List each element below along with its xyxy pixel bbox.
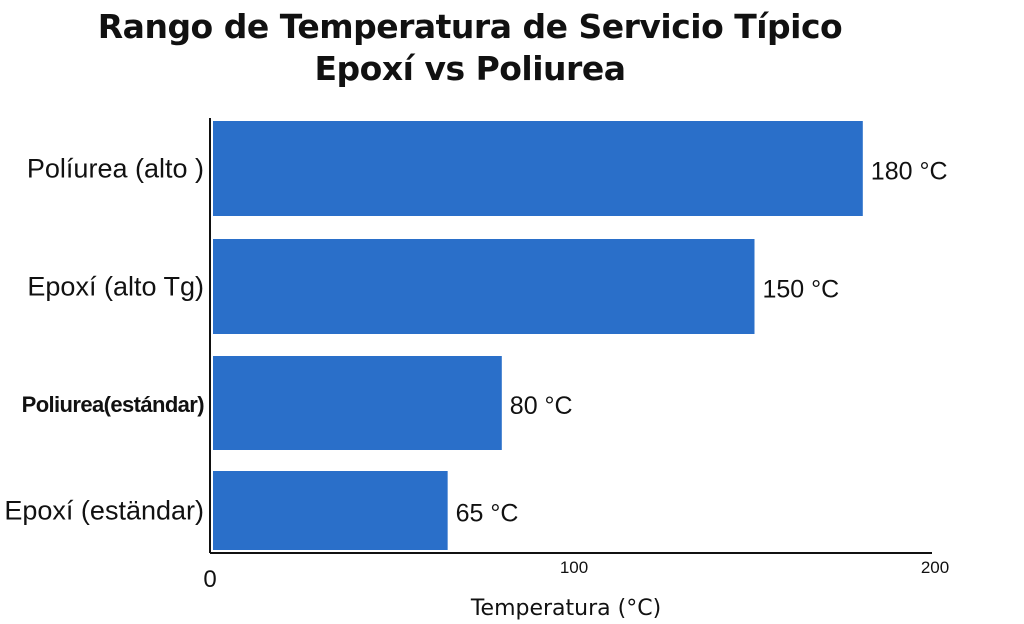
bar <box>213 121 863 216</box>
chart-title-line: Rango de Temperatura de Servicio Típico <box>97 7 843 46</box>
x-tick-labels: 0 100 200 <box>203 558 949 593</box>
category-label: Políurea (alto ) <box>27 154 204 184</box>
bar <box>213 356 502 450</box>
x-tick-label: 100 <box>560 558 588 577</box>
chart-title: Rango de Temperatura de Servicio Típico … <box>0 6 940 90</box>
category-label: Epoxí (eständar) <box>4 496 204 526</box>
bars-layer <box>213 121 863 550</box>
value-label: 80 °C <box>510 392 573 420</box>
x-tick-label: 200 <box>921 558 949 577</box>
bar <box>213 239 755 334</box>
category-label: Epoxí (alto Tg) <box>27 272 204 302</box>
chart-subtitle: Epoxí vs Poliurea <box>314 49 626 88</box>
value-label: 180 °C <box>871 158 948 186</box>
value-label: 65 °C <box>456 500 519 528</box>
category-labels: Políurea (alto ) Epoxí (alto Tg) Poliurea(… <box>4 154 204 526</box>
x-axis-title: Temperatura (°C) <box>470 596 661 621</box>
x-tick-label: 0 <box>203 566 216 593</box>
category-label: Poliurea(estándar) <box>22 392 205 417</box>
value-labels: 180 °C 150 °C 80 °C 65 °C <box>456 158 948 528</box>
bar <box>213 471 448 550</box>
value-label: 150 °C <box>763 276 840 304</box>
